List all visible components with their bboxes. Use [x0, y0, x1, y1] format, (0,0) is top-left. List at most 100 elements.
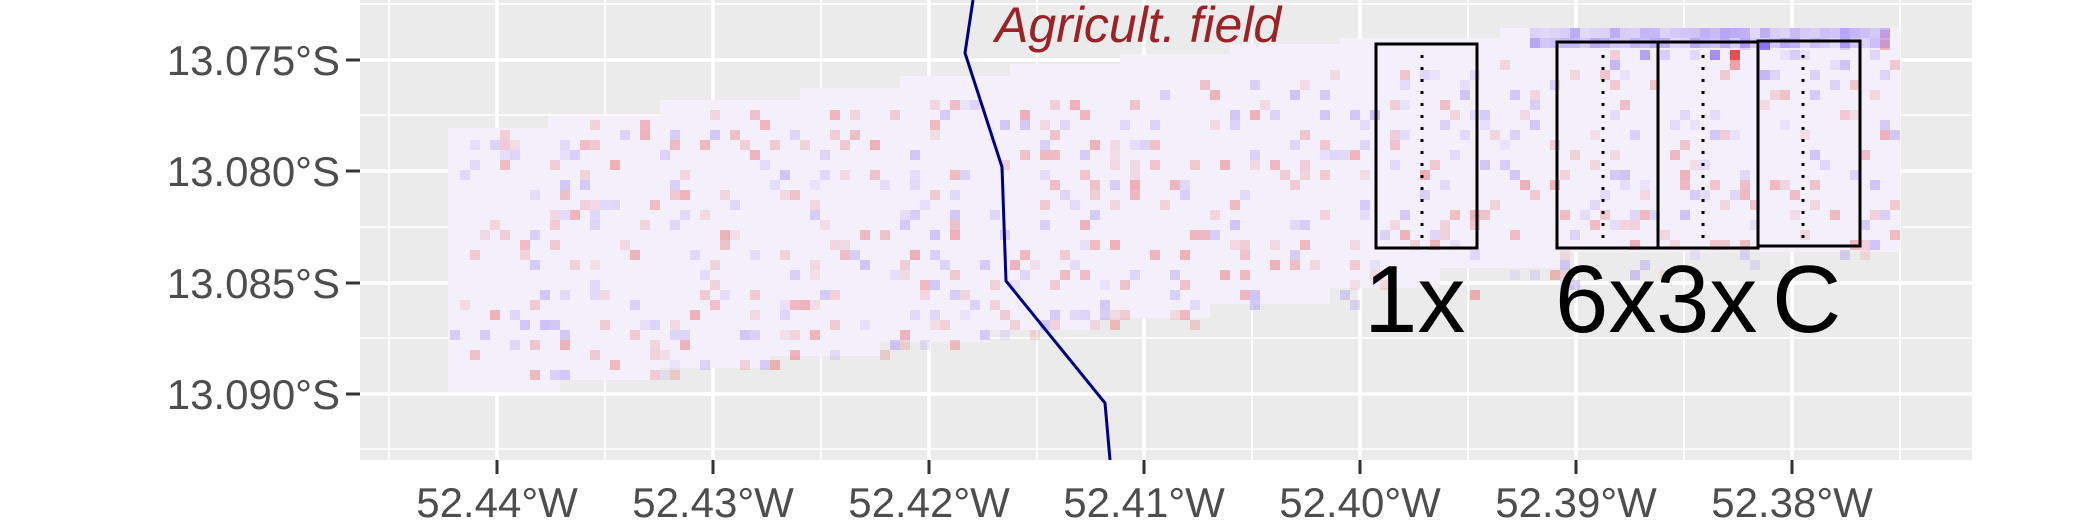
- raster-cell: [1870, 90, 1880, 100]
- raster-cell: [660, 350, 670, 360]
- raster-cell: [1030, 260, 1040, 270]
- raster-cell: [1590, 160, 1600, 170]
- raster-cell: [1030, 330, 1040, 340]
- raster-cell: [1510, 90, 1520, 100]
- raster-cell: [1820, 160, 1830, 170]
- raster-cell: [1180, 190, 1190, 200]
- raster-cell: [960, 310, 970, 320]
- raster-cell: [1040, 170, 1050, 180]
- raster-cell: [1670, 120, 1680, 130]
- raster-cell: [1090, 180, 1100, 190]
- raster-cell: [1240, 250, 1250, 260]
- raster-cell: [1630, 220, 1640, 230]
- raster-cell: [1790, 50, 1800, 60]
- raster-cell: [1290, 90, 1300, 100]
- raster-cell: [1020, 110, 1030, 120]
- raster-cell: [1620, 70, 1630, 80]
- raster-cell: [1620, 180, 1630, 190]
- raster-cell: [1130, 190, 1140, 200]
- raster-cell: [1560, 280, 1570, 290]
- raster-cell: [1120, 120, 1130, 130]
- raster-cell: [1390, 100, 1400, 110]
- raster-cell: [1640, 50, 1650, 60]
- raster-cell: [1810, 90, 1820, 100]
- raster-cell: [1570, 280, 1580, 290]
- raster-cell: [590, 210, 600, 220]
- raster-cell: [1110, 200, 1120, 210]
- raster-cell: [1590, 130, 1600, 140]
- raster-cell: [1390, 140, 1400, 150]
- raster-cell: [1840, 38, 1850, 48]
- raster-cell: [1890, 230, 1900, 240]
- raster-cell: [1780, 180, 1790, 190]
- raster-cell: [550, 370, 560, 380]
- raster-cell: [550, 240, 560, 250]
- raster-cell: [1380, 230, 1390, 240]
- raster-cell: [1240, 290, 1250, 300]
- raster-cell: [1860, 240, 1870, 250]
- raster-cell: [760, 360, 770, 370]
- raster-cell: [730, 230, 740, 240]
- raster-cell: [1840, 40, 1850, 50]
- raster-cell: [1000, 310, 1010, 320]
- raster-cell: [1660, 270, 1670, 280]
- raster-cell: [1240, 270, 1250, 280]
- raster-cell: [1350, 260, 1360, 270]
- raster-cell: [790, 350, 800, 360]
- raster-cell: [1110, 180, 1120, 190]
- raster-cell: [780, 190, 790, 200]
- raster-cell: [710, 110, 720, 120]
- raster-cell: [1710, 110, 1720, 120]
- transect-box-1x: [1374, 42, 1479, 250]
- raster-cell: [1100, 300, 1110, 310]
- raster-cell: [560, 290, 570, 300]
- raster-cell: [1630, 270, 1640, 280]
- raster-cell: [1210, 210, 1220, 220]
- raster-cell: [710, 300, 720, 310]
- raster-cell: [690, 310, 700, 320]
- raster-cell: [1090, 140, 1100, 150]
- raster-cell: [1470, 110, 1480, 120]
- raster-cell: [820, 220, 830, 230]
- raster-cell: [1760, 38, 1770, 48]
- raster-cell: [1550, 270, 1560, 280]
- transect-label-3x: 3x: [1656, 246, 1757, 353]
- raster-cell: [790, 270, 800, 280]
- raster-cell: [1110, 150, 1120, 160]
- raster-cell: [1430, 240, 1440, 250]
- raster-cell: [1850, 110, 1860, 120]
- raster-cell: [1750, 200, 1760, 210]
- raster-cell: [990, 280, 1000, 290]
- raster-cell: [1080, 150, 1090, 160]
- raster-cell: [680, 190, 690, 200]
- raster-cell: [1590, 200, 1600, 210]
- raster-cell: [880, 180, 890, 190]
- raster-cell: [750, 110, 760, 120]
- raster-cell: [500, 160, 510, 170]
- raster-cell: [590, 120, 600, 130]
- raster-cell: [1590, 28, 1600, 38]
- raster-cell: [1180, 280, 1190, 290]
- raster-cell: [1770, 70, 1780, 80]
- raster-cell: [1810, 38, 1820, 48]
- raster-cell: [1740, 170, 1750, 180]
- raster-cell: [1870, 38, 1880, 48]
- raster-cell: [1470, 220, 1480, 230]
- raster-cell: [1770, 38, 1780, 48]
- raster-cell: [670, 180, 680, 190]
- raster-cell: [820, 170, 830, 180]
- raster-cell: [550, 210, 560, 220]
- raster-cell: [1210, 230, 1220, 240]
- raster-cell: [1230, 220, 1240, 230]
- raster-cell: [1430, 70, 1440, 80]
- raster-cell: [1250, 80, 1260, 90]
- raster-cell: [1870, 28, 1880, 38]
- raster-cell: [770, 140, 780, 150]
- raster-cell: [1460, 130, 1470, 140]
- raster-cell: [1890, 60, 1900, 70]
- raster-cell: [530, 370, 540, 380]
- raster-cell: [580, 140, 590, 150]
- raster-cell: [1500, 140, 1510, 150]
- raster-cell: [1190, 160, 1200, 170]
- raster-cell: [1780, 38, 1790, 48]
